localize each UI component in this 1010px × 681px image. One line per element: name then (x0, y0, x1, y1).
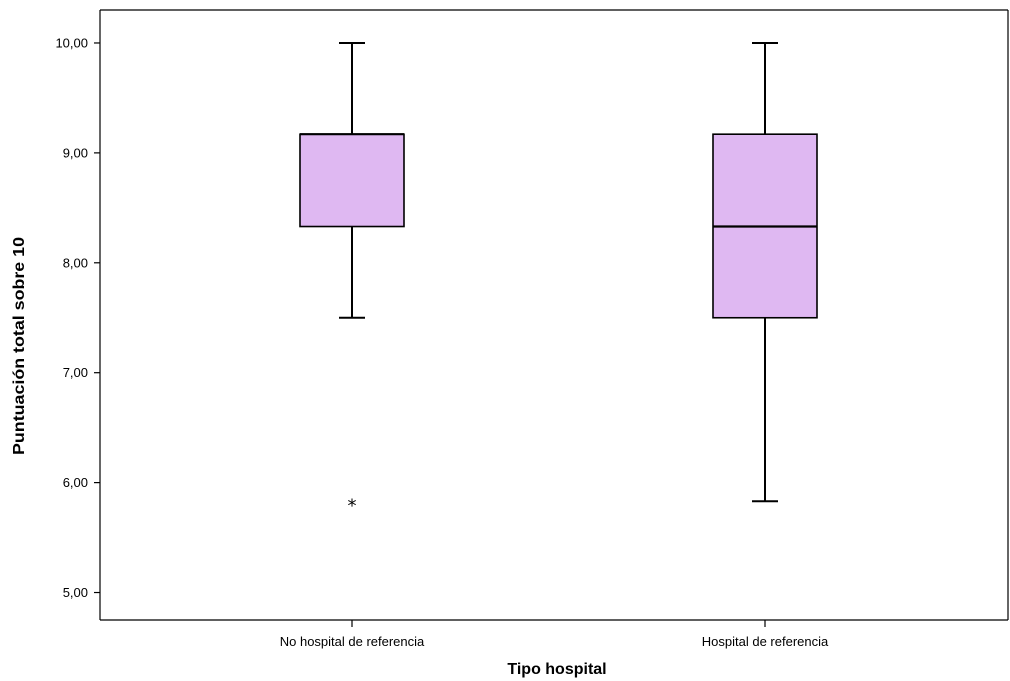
x-axis-ticks: No hospital de referencia Hospital de ref… (280, 620, 829, 649)
y-tick-label: 9,00 (63, 145, 88, 160)
x-axis-title: Tipo hospital (507, 661, 606, 678)
y-tick-label: 8,00 (63, 255, 88, 270)
y-axis-title: Puntuación total sobre 10 (11, 237, 28, 455)
iqr-box (299, 133, 405, 228)
x-tick-label: Hospital de referencia (702, 634, 829, 649)
y-tick-label: 7,00 (63, 365, 88, 380)
y-axis-ticks: 5,00 6,00 7,00 8,00 9,00 10,00 (55, 35, 100, 600)
box-1: * (299, 41, 405, 516)
outlier-point: * (348, 495, 357, 516)
box-series: * (299, 41, 818, 516)
plot-area (99, 9, 1009, 621)
y-tick-label: 5,00 (63, 585, 88, 600)
y-tick-label: 6,00 (63, 475, 88, 490)
box-2 (712, 41, 818, 503)
y-tick-label: 10,00 (55, 35, 88, 50)
x-tick-label: No hospital de referencia (280, 634, 425, 649)
